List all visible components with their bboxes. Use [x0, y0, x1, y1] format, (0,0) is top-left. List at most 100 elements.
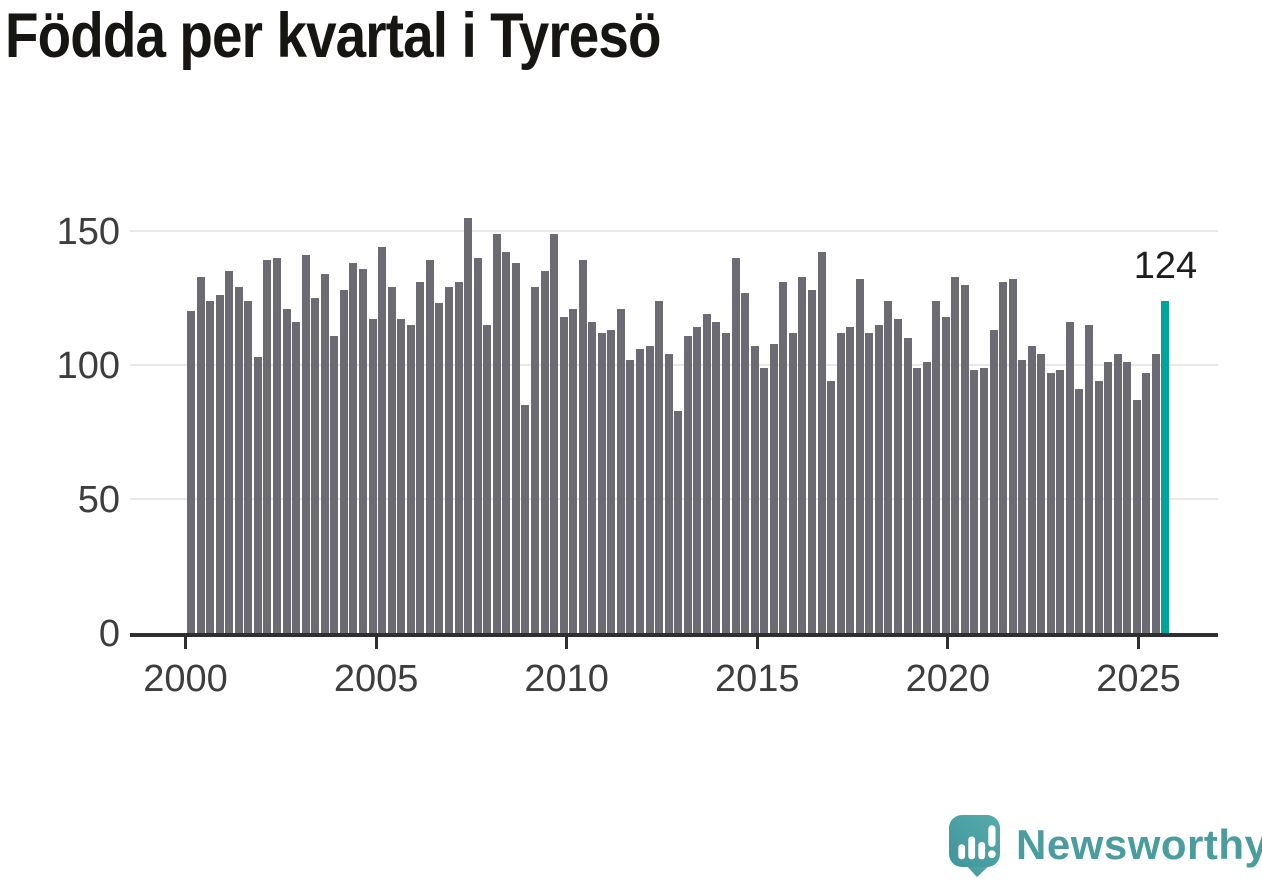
bar	[320, 274, 329, 633]
y-tick-label-150: 150	[56, 211, 120, 253]
bar	[846, 327, 855, 633]
bar	[282, 309, 291, 633]
bar	[349, 263, 358, 633]
bar	[1046, 373, 1055, 633]
bar	[702, 314, 711, 633]
bar	[1037, 354, 1046, 633]
bar	[550, 234, 558, 633]
bar	[464, 218, 472, 633]
x-tick-2005	[374, 636, 378, 649]
bar	[1151, 354, 1160, 633]
bar	[607, 330, 616, 633]
exclamation-dot-icon	[988, 850, 996, 859]
x-tick-2000	[184, 636, 187, 649]
bar	[187, 311, 195, 633]
chart-bar-medium-icon	[978, 842, 986, 860]
bar	[807, 290, 816, 633]
bar	[406, 325, 415, 633]
bar	[693, 327, 702, 633]
bar	[1123, 362, 1132, 633]
bar	[836, 333, 845, 633]
highlight-value-label: 124	[1133, 245, 1198, 287]
bar	[865, 333, 874, 633]
bar	[483, 325, 492, 633]
bar	[311, 298, 320, 633]
x-tick-label-2025: 2025	[1096, 658, 1181, 700]
bar	[521, 405, 530, 633]
bar	[1027, 346, 1036, 633]
x-tick-label-2020: 2020	[905, 658, 991, 700]
bar	[387, 287, 396, 633]
bar	[444, 287, 453, 633]
bar	[1104, 362, 1113, 633]
bar	[999, 282, 1007, 633]
bar	[1132, 400, 1141, 633]
bar	[626, 360, 635, 633]
bar	[827, 381, 836, 633]
bar	[817, 252, 826, 633]
highlighted-bar	[1161, 301, 1170, 633]
bar	[913, 368, 921, 633]
bar	[664, 354, 673, 633]
x-tick-label-2015: 2015	[715, 658, 800, 700]
x-axis-line	[130, 633, 1218, 637]
bar	[397, 319, 406, 633]
bar	[779, 282, 788, 633]
bar	[435, 303, 444, 633]
bar	[292, 322, 301, 633]
y-tick-label-100: 100	[56, 345, 120, 387]
bar	[1008, 279, 1017, 633]
bar	[970, 370, 979, 633]
bar	[731, 258, 740, 633]
x-tick-2010	[565, 636, 569, 649]
bar	[1085, 325, 1093, 633]
x-tick-label-2000: 2000	[143, 658, 228, 700]
bar	[225, 271, 234, 633]
gridline-100	[130, 364, 1218, 366]
bar	[378, 247, 387, 633]
bar	[760, 368, 769, 633]
bar	[425, 260, 434, 633]
bar	[301, 255, 310, 633]
bar	[788, 333, 797, 633]
bar	[941, 317, 950, 633]
x-tick-2025	[1137, 636, 1140, 649]
bar	[893, 319, 902, 633]
x-tick-2015	[755, 636, 759, 649]
gridline-50	[130, 498, 1218, 500]
bar	[1075, 389, 1084, 633]
bar	[263, 260, 272, 633]
bar	[368, 319, 377, 633]
bar	[416, 282, 425, 633]
bar	[874, 325, 883, 633]
newsworthy-logo-icon	[949, 815, 1000, 877]
bar	[597, 333, 606, 633]
bar	[1142, 373, 1151, 633]
bar	[502, 252, 511, 633]
bar	[951, 277, 960, 633]
bar	[979, 368, 988, 633]
bar	[750, 346, 759, 633]
bar	[244, 301, 253, 633]
bar	[578, 260, 587, 633]
brand-name: Newsworthy	[1016, 821, 1262, 868]
y-tick-label-0: 0	[98, 613, 120, 655]
bar	[855, 279, 864, 633]
bar	[330, 336, 339, 633]
x-tick-label-2010: 2010	[524, 658, 609, 700]
bar	[273, 258, 281, 633]
bar	[645, 346, 654, 633]
bar	[712, 322, 721, 633]
speech-bubble-tail	[965, 864, 991, 877]
brand-logo: Newsworthy	[946, 810, 1262, 879]
bar	[511, 263, 520, 633]
bar	[636, 349, 644, 633]
bar	[1056, 370, 1065, 633]
bar	[1065, 322, 1074, 633]
bar	[215, 295, 224, 633]
bar	[1018, 360, 1027, 633]
bar	[1113, 354, 1122, 633]
bar	[234, 287, 243, 633]
bar	[253, 357, 262, 633]
